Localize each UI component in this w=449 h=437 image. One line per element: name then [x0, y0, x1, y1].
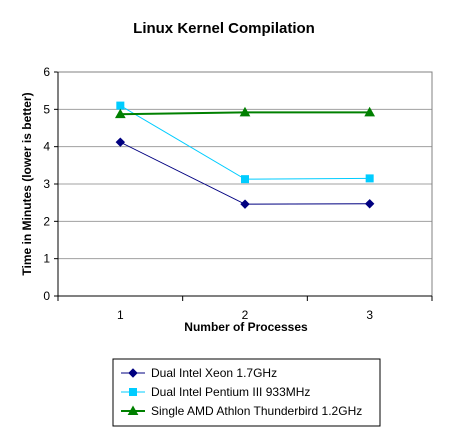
legend-swatch-marker: [129, 388, 137, 396]
y-tick-label: 4: [43, 140, 50, 154]
data-point-series-3: [364, 106, 376, 117]
legend: Dual Intel Xeon 1.7GHz Dual Intel Pentium…: [112, 358, 381, 427]
y-tick-label: 2: [43, 214, 50, 228]
data-point-series-1: [240, 199, 250, 209]
chart-title: Linux Kernel Compilation: [133, 20, 315, 37]
legend-label: Single AMD Athlon Thunderbird 1.2GHz: [151, 404, 362, 418]
legend-label: Dual Intel Xeon 1.7GHz: [151, 366, 277, 380]
data-point-series-3: [239, 106, 251, 117]
data-point-series-1: [364, 199, 375, 209]
legend-swatch-marker: [128, 368, 138, 378]
plot-area: 0 1 2 3 4 5 6 1 2 3: [43, 65, 433, 322]
y-axis-label: Time in Minutes (lower is better): [20, 92, 34, 275]
y-tick-label: 5: [43, 102, 50, 116]
legend-label: Dual Intel Pentium III 933MHz: [151, 385, 310, 399]
data-point-series-2: [241, 175, 249, 184]
data-point-series-3: [114, 108, 126, 119]
x-axis-label: Number of Processes: [184, 320, 308, 334]
y-tick-label: 1: [43, 252, 50, 266]
legend-swatch-marker: [127, 405, 139, 415]
legend-box: [112, 358, 381, 427]
x-tick-label: 2: [242, 308, 249, 322]
data-point-series-1: [115, 137, 126, 147]
x-tick-label: 1: [117, 308, 124, 322]
data-point-series-2: [116, 101, 125, 110]
data-point-series-2: [365, 174, 374, 183]
y-tick-label: 6: [43, 65, 50, 79]
y-tick-label: 3: [43, 177, 50, 191]
y-tick-label: 0: [43, 289, 50, 303]
x-tick-label: 3: [366, 308, 373, 322]
